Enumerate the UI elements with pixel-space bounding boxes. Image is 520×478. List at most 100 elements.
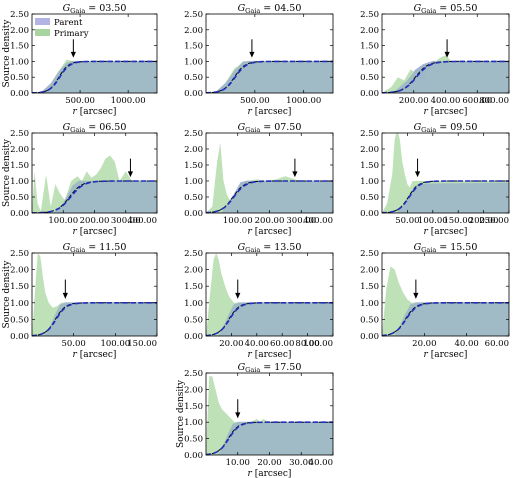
y-tick-label: 1.00 (184, 299, 203, 309)
panel-3: 0.00 0.50 1.00 1.50 2.00 2.50 200.00 400.00 600.… (360, 3, 510, 117)
y-tick-label: 0.00 (10, 332, 29, 342)
plot-area (206, 142, 333, 213)
x-tick-label: 60.00 (485, 339, 509, 349)
x-tick-label: 80.00 (295, 339, 319, 349)
x-tick-label: 800.00 (479, 96, 509, 106)
x-tick-label: 40.00 (245, 339, 269, 349)
series-parent-overlay (32, 61, 157, 93)
y-tick-label: 1.00 (184, 418, 203, 428)
axes-frame (31, 13, 158, 94)
panel-5: 0.00 0.50 1.00 1.50 2.00 2.50 100.00 200.00 300.… (184, 122, 334, 237)
y-tick-label: 1.00 (360, 57, 379, 67)
y-tick-label: 1.50 (10, 282, 29, 292)
y-tick-label: 1.00 (184, 57, 203, 67)
fit-curve (206, 60, 333, 93)
y-axis-label: Source density (2, 138, 12, 207)
panel-9: 0.00 0.50 1.00 1.50 2.00 2.50 20.00 40.00 60.00 r… (360, 242, 510, 360)
panel-6: 0.00 0.50 1.00 1.50 2.00 2.50 50.00100.00150.0… (360, 122, 510, 237)
y-tick-label: 2.00 (184, 26, 203, 36)
y-tick-label: 2.50 (184, 249, 203, 259)
y-tick-label: 1.00 (360, 299, 379, 309)
panel-title: GGaia = 05.50 (414, 3, 478, 15)
panel-title: GGaia = 13.50 (238, 242, 302, 254)
plot-area (32, 155, 157, 213)
y-tick-label: 0.50 (360, 315, 379, 325)
axes-frame (381, 132, 510, 214)
y-tick-label: 0.00 (10, 209, 29, 219)
legend-label: Primary (54, 29, 89, 39)
y-tick-label: 0.00 (184, 89, 203, 99)
x-tick-label: 1000.00 (286, 96, 321, 106)
x-axis-label: r [arcsec] (248, 107, 292, 117)
y-tick-label: 1.50 (10, 161, 29, 171)
axes-frame (205, 252, 334, 337)
x-tick-label: 200.00 (399, 96, 429, 106)
y-tick-label: 1.50 (184, 161, 203, 171)
arrow-marker-head (62, 292, 68, 299)
y-tick-label: 2.50 (184, 369, 203, 379)
fit-curve (32, 60, 157, 93)
series-parent-overlay (32, 302, 157, 336)
y-tick-label: 1.00 (360, 177, 379, 187)
panel-title: GGaia = 17.50 (238, 362, 302, 374)
x-tick-label: 40.00 (454, 339, 478, 349)
y-tick-label: 2.00 (360, 145, 379, 155)
y-tick-label: 2.00 (360, 266, 379, 276)
y-tick-label: 1.50 (360, 42, 379, 52)
arrow-marker-head (249, 51, 255, 58)
y-tick-label: 2.50 (10, 129, 29, 139)
x-axis-label: r [arcsec] (424, 107, 468, 117)
fit-curve (382, 180, 509, 213)
x-tick-label: 100.00 (48, 216, 78, 226)
y-tick-label: 2.00 (184, 145, 203, 155)
fit-curve (206, 302, 333, 336)
plot-area (206, 60, 333, 93)
plot-area (32, 59, 157, 93)
x-axis-label: r [arcsec] (73, 350, 117, 360)
series-parent-overlay (206, 181, 333, 213)
series-parent-overlay (206, 302, 333, 336)
y-tick-label: 1.00 (10, 177, 29, 187)
x-tick-label: 10.00 (226, 458, 250, 468)
arrow-marker-head (413, 292, 419, 299)
y-tick-label: 0.50 (184, 73, 203, 83)
y-tick-label: 0.50 (360, 193, 379, 203)
x-tick-label: 150.00 (127, 339, 157, 349)
arrow-marker-head (127, 171, 134, 178)
plot-area (382, 266, 509, 336)
x-axis-label: r [arcsec] (424, 350, 468, 360)
x-tick-label: 50.00 (61, 339, 85, 349)
x-tick-label: 30.00 (289, 458, 313, 468)
panel-title: GGaia = 15.50 (414, 242, 478, 254)
y-tick-label: 1.50 (184, 282, 203, 292)
x-tick-label: 400.00 (303, 216, 333, 226)
x-tick-label: 300.00 (286, 216, 316, 226)
y-tick-label: 2.00 (184, 385, 203, 395)
y-tick-label: 0.50 (10, 193, 29, 203)
x-tick-label: 400.00 (127, 216, 157, 226)
plot-area (382, 133, 509, 213)
y-tick-label: 0.50 (184, 435, 203, 445)
x-tick-label: 20.00 (412, 339, 436, 349)
fit-curve (32, 180, 157, 213)
x-axis-label: r [arcsec] (73, 107, 117, 117)
y-tick-label: 1.50 (360, 161, 379, 171)
x-tick-label: 150.00 (443, 216, 473, 226)
x-axis-label: r [arcsec] (248, 469, 292, 478)
y-tick-label: 0.50 (184, 193, 203, 203)
plot-area (206, 376, 333, 455)
x-tick-label: 1000.00 (111, 96, 146, 106)
legend-label: Parent (54, 18, 83, 28)
y-tick-label: 1.00 (10, 57, 29, 67)
y-tick-label: 0.50 (184, 315, 203, 325)
x-tick-label: 500.00 (240, 96, 270, 106)
x-tick-label: 200.00 (469, 216, 499, 226)
x-tick-label: 200.00 (80, 216, 110, 226)
y-tick-label: 2.50 (360, 249, 379, 259)
y-axis-label: Source density (176, 379, 186, 448)
x-axis-label: r [arcsec] (248, 227, 292, 237)
panel-10: 0.00 0.50 1.00 1.50 2.00 2.50 10.00 20.00 30.004… (176, 362, 334, 478)
y-tick-label: 1.50 (360, 282, 379, 292)
